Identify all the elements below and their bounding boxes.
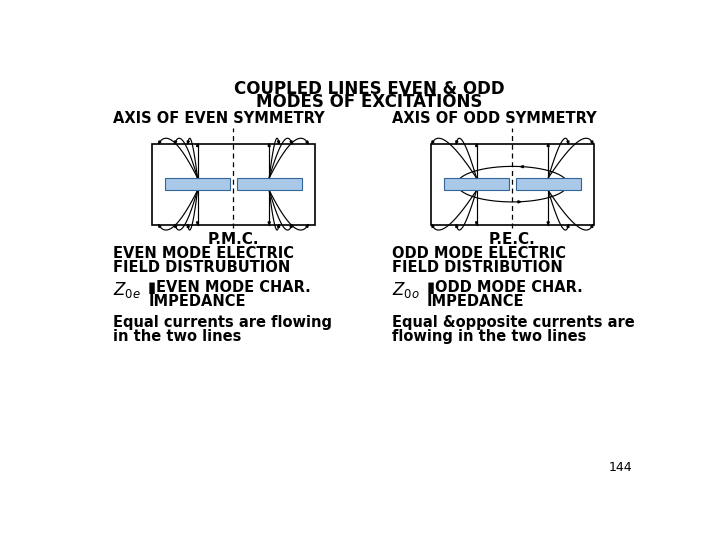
Text: ▮ODD MODE CHAR.: ▮ODD MODE CHAR. bbox=[427, 280, 583, 295]
Polygon shape bbox=[175, 141, 176, 144]
Bar bbox=[152, 144, 315, 225]
Text: P.M.C.: P.M.C. bbox=[207, 232, 259, 247]
Text: FIELD DISTRIBUTION: FIELD DISTRIBUTION bbox=[392, 260, 563, 275]
Polygon shape bbox=[475, 222, 477, 225]
Polygon shape bbox=[567, 225, 569, 227]
Polygon shape bbox=[547, 222, 549, 225]
Text: AXIS OF EVEN SYMMETRY: AXIS OF EVEN SYMMETRY bbox=[113, 111, 325, 126]
Text: MODES OF EXCITATIONS: MODES OF EXCITATIONS bbox=[256, 92, 482, 111]
Polygon shape bbox=[268, 222, 270, 225]
Text: AXIS OF ODD SYMMETRY: AXIS OF ODD SYMMETRY bbox=[392, 111, 597, 126]
Text: ▮EVEN MODE CHAR.: ▮EVEN MODE CHAR. bbox=[148, 280, 311, 295]
Polygon shape bbox=[268, 144, 270, 146]
Polygon shape bbox=[187, 225, 189, 227]
Polygon shape bbox=[475, 144, 477, 146]
Text: in the two lines: in the two lines bbox=[113, 329, 242, 344]
Polygon shape bbox=[521, 166, 523, 168]
Text: flowing in the two lines: flowing in the two lines bbox=[392, 329, 587, 344]
Polygon shape bbox=[547, 144, 549, 146]
Text: FIELD DISTRUBUTION: FIELD DISTRUBUTION bbox=[113, 260, 290, 275]
Polygon shape bbox=[518, 201, 521, 203]
Text: $Z_{0o}$: $Z_{0o}$ bbox=[392, 280, 420, 300]
Polygon shape bbox=[197, 222, 199, 225]
Polygon shape bbox=[432, 141, 434, 144]
Bar bbox=[444, 178, 509, 190]
Text: Equal &opposite currents are: Equal &opposite currents are bbox=[392, 315, 635, 330]
Bar bbox=[165, 178, 230, 190]
Polygon shape bbox=[432, 225, 434, 227]
Text: COUPLED LINES EVEN & ODD: COUPLED LINES EVEN & ODD bbox=[234, 80, 504, 98]
Bar bbox=[237, 178, 302, 190]
Polygon shape bbox=[277, 141, 279, 144]
Polygon shape bbox=[197, 144, 199, 146]
Text: IMPEDANCE: IMPEDANCE bbox=[148, 294, 246, 309]
Polygon shape bbox=[306, 225, 308, 227]
Polygon shape bbox=[158, 141, 161, 144]
Polygon shape bbox=[567, 141, 569, 144]
Polygon shape bbox=[306, 141, 308, 144]
Text: 144: 144 bbox=[609, 462, 632, 475]
Text: P.E.C.: P.E.C. bbox=[489, 232, 536, 247]
Polygon shape bbox=[158, 225, 161, 227]
Polygon shape bbox=[277, 225, 279, 227]
Polygon shape bbox=[187, 141, 189, 144]
Polygon shape bbox=[175, 225, 176, 227]
Text: ODD MODE ELECTRIC: ODD MODE ELECTRIC bbox=[392, 246, 566, 261]
Text: EVEN MODE ELECTRIC: EVEN MODE ELECTRIC bbox=[113, 246, 294, 261]
Polygon shape bbox=[591, 141, 593, 144]
Text: IMPEDANCE: IMPEDANCE bbox=[427, 294, 525, 309]
Bar bbox=[516, 178, 581, 190]
Polygon shape bbox=[290, 141, 292, 144]
Polygon shape bbox=[456, 225, 458, 227]
Bar bbox=[431, 144, 594, 225]
Polygon shape bbox=[591, 225, 593, 227]
Text: Equal currents are flowing: Equal currents are flowing bbox=[113, 315, 332, 330]
Polygon shape bbox=[290, 225, 292, 227]
Polygon shape bbox=[456, 141, 458, 144]
Text: $Z_{0e}$: $Z_{0e}$ bbox=[113, 280, 141, 300]
